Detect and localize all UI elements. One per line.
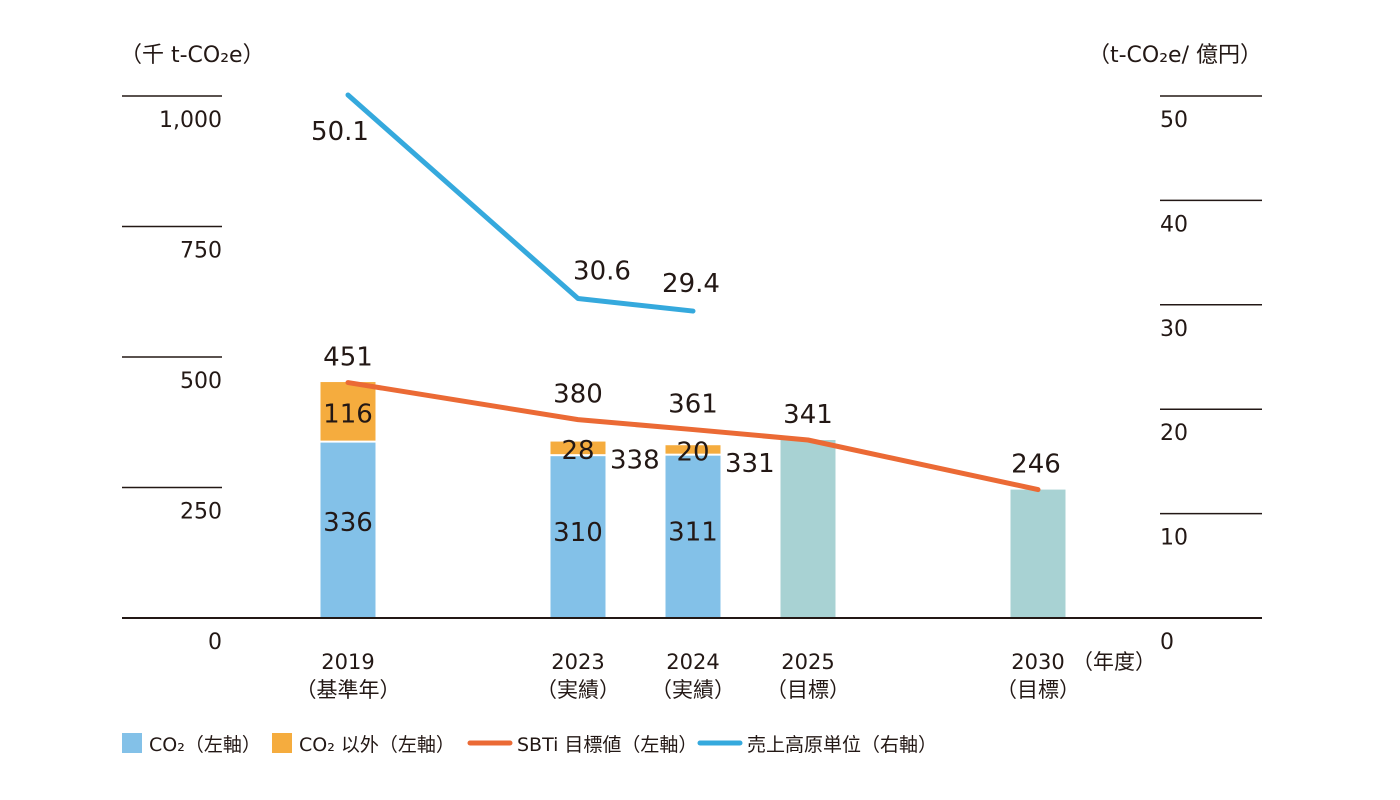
- non-co2-bar: [550, 441, 606, 455]
- x-axis-unit-label: （年度）: [1072, 650, 1156, 674]
- non-co2-bar: [665, 445, 721, 454]
- co2-value-label: 310: [553, 518, 603, 548]
- x-tick-note: （基準年）: [296, 678, 401, 702]
- bars: [320, 382, 1066, 618]
- sbti-value-label: 361: [668, 390, 718, 420]
- target-bar: [780, 439, 836, 618]
- co2-bar: [320, 442, 376, 618]
- legend-swatch: [272, 733, 292, 753]
- left-tick-label: 750: [180, 239, 222, 264]
- sbti-value-label: 341: [783, 400, 833, 430]
- left-axis-ticks: 1,000 750 500 250 0: [159, 108, 222, 655]
- bar-total-side-label: 331: [725, 449, 775, 479]
- right-tick-label: 10: [1160, 526, 1188, 551]
- x-tick-year: 2025: [781, 650, 834, 674]
- x-tick-year: 2024: [666, 650, 719, 674]
- non-co2-value-label: 116: [323, 399, 373, 429]
- x-tick-note: （目標）: [996, 678, 1080, 702]
- x-tick-year: 2023: [551, 650, 604, 674]
- data-labels: 116 336 28 310 338 20 311 331 451 380 361 341 246 50.…: [311, 117, 1061, 548]
- x-tick-note: （実績）: [651, 678, 735, 702]
- x-tick-year: 2030: [1011, 650, 1064, 674]
- left-tick-label: 0: [208, 630, 222, 655]
- left-tick-label: 500: [180, 369, 222, 394]
- right-axis-ticks: 50 40 30 20 10 0: [1160, 108, 1188, 655]
- intensity-value-label: 29.4: [662, 269, 720, 299]
- intensity-value-label: 50.1: [311, 117, 369, 147]
- co2-value-label: 336: [323, 508, 373, 538]
- right-tick-label: 0: [1160, 630, 1174, 655]
- legend-label: SBTi 目標値（左軸）: [517, 734, 697, 756]
- x-tick-year: 2019: [321, 650, 374, 674]
- legend-swatch: [122, 733, 142, 753]
- left-tick-label: 250: [180, 500, 222, 525]
- legend: CO₂（左軸） CO₂ 以外（左軸） SBTi 目標値（左軸） 売上高原単位（右軸）: [122, 733, 937, 756]
- co2-value-label: 311: [668, 518, 718, 548]
- x-tick-note: （実績）: [536, 678, 620, 702]
- non-co2-bar: [320, 382, 376, 441]
- sbti-target-line: [345, 380, 1041, 493]
- right-tick-label: 50: [1160, 108, 1188, 133]
- intensity-line: [345, 92, 696, 314]
- left-axis-unit-label: （千 t-CO₂e）: [120, 43, 265, 68]
- sbti-value-label: 246: [1011, 450, 1061, 480]
- right-tick-label: 20: [1160, 421, 1188, 446]
- x-tick-note: （目標）: [766, 678, 850, 702]
- right-tick-label: 40: [1160, 212, 1188, 237]
- x-axis-labels: 2019 （基準年） 2023 （実績） 2024 （実績） 2025 （目標） 2030 （目標…: [296, 650, 1081, 702]
- sbti-value-label: 451: [323, 343, 373, 373]
- right-axis-unit-label: （t-CO₂e/ 億円）: [1088, 43, 1262, 68]
- co2-bar: [665, 455, 721, 618]
- legend-label: CO₂（左軸）: [149, 734, 261, 756]
- gridlines: [122, 95, 1262, 515]
- target-bar: [1010, 489, 1066, 618]
- non-co2-value-label: 20: [676, 437, 709, 467]
- legend-label: CO₂ 以外（左軸）: [299, 734, 455, 756]
- co2-bar: [550, 456, 606, 618]
- intensity-value-label: 30.6: [573, 257, 631, 287]
- legend-label: 売上高原単位（右軸）: [747, 734, 937, 756]
- sbti-value-label: 380: [553, 380, 603, 410]
- non-co2-value-label: 28: [561, 436, 594, 466]
- series-lines: [345, 92, 1041, 493]
- right-tick-label: 30: [1160, 317, 1188, 342]
- bar-total-side-label: 338: [610, 446, 660, 476]
- left-tick-label: 1,000: [159, 108, 222, 133]
